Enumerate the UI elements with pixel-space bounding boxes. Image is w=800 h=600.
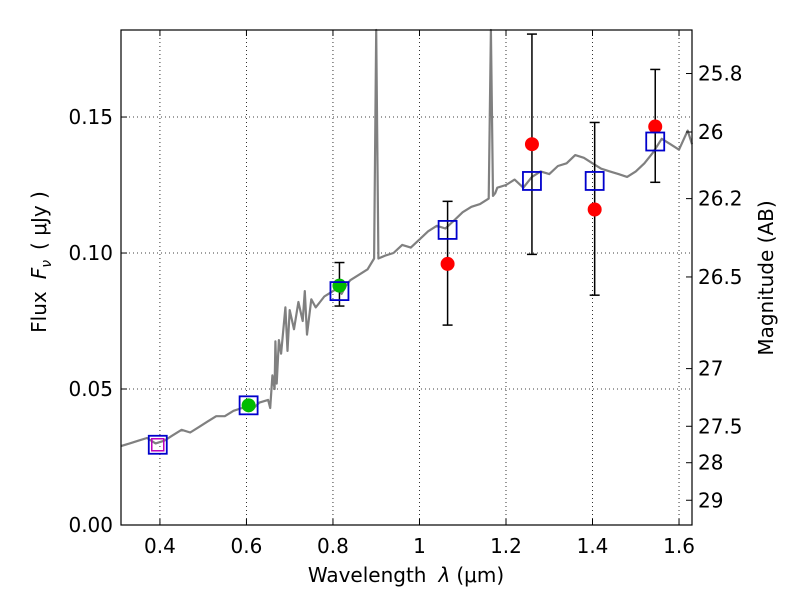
observed-point [587,202,602,217]
y-axis-symbol: F [27,267,51,279]
y-axis-subscript: ν [39,260,55,268]
model-point [329,281,350,301]
spectrum-series [120,28,694,448]
y-tick-label: 0.05 [68,377,113,401]
highlight-point [332,278,347,293]
x-axis-unit-open: ( [456,563,464,587]
mag-tick-label: 27 [698,357,723,381]
error-bars [334,33,661,326]
x-axis-unit: μm [464,563,496,587]
x-axis-unit-close: ) [496,563,504,587]
mag-tick-label: 26.2 [698,187,743,211]
mag-tick-label: 29 [698,488,723,512]
x-axis-title: Wavelength λ (μm) [308,563,504,587]
model-point [437,220,458,240]
model-point [645,131,666,152]
y-axis-title: Flux Fν ( μJy ) [27,191,55,333]
grid-lines [121,30,692,526]
mag-tick-label: 27.5 [698,414,743,438]
x-axis-symbol: λ [437,563,450,587]
observed-point [440,256,455,271]
x-tick-label: 1.6 [663,534,695,558]
x-tick-label: 0.6 [231,534,263,558]
x-tick-label: 1 [413,534,426,558]
model-point [584,171,605,191]
mag-tick-label: 28 [698,451,723,475]
model-point [238,395,259,416]
y-axis-unit: ( μJy ) [27,191,51,250]
x-tick-label: 0.8 [317,534,349,558]
y-tick-label: 0.15 [68,105,113,129]
y-tick-label: 0.10 [68,241,113,265]
y-axis-label: Flux [27,291,51,333]
purple-point [151,438,165,452]
observed-point [524,137,539,152]
x-tick-label: 1.4 [577,534,609,558]
x-axis-label: Wavelength [308,563,427,587]
mag-tick-label: 26.5 [698,265,743,289]
observed-point [648,119,663,134]
y-tick-label: 0.00 [68,513,113,537]
mag-tick-label: 26 [698,120,723,144]
plot-frame [120,29,693,526]
x-tick-label: 1.2 [490,534,522,558]
y2-axis-title: Magnitude (AB) [754,200,778,355]
data-points [147,119,666,455]
axis-ticks: 0.4 0.6 0.8 1 1.2 1.4 1.6 0.00 0.05 0.10 0.15 25.8 2… [68,30,743,558]
spectrum-line [120,28,694,448]
highlight-point [241,398,256,413]
mag-tick-label: 25.8 [698,62,743,86]
model-point [522,171,542,191]
x-tick-label: 0.4 [144,534,176,558]
model-point [147,434,168,455]
